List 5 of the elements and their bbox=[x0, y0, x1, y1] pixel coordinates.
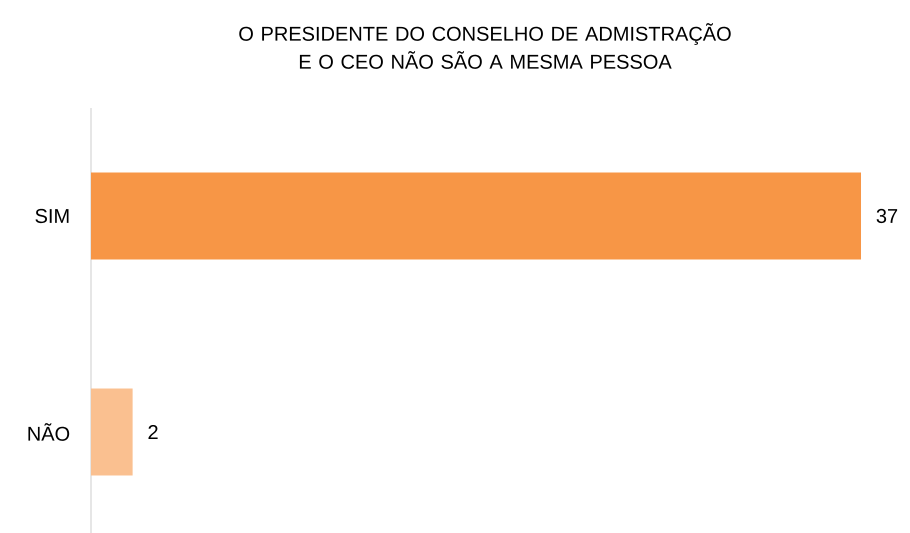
y-tick-label: NÃO bbox=[28, 423, 70, 441]
chart-title: O PRESIDENTE DO CONSELHO DE ADMISTRAÇÃO E O CEO NÃO SÃO A MESMA PESSOA bbox=[239, 23, 731, 69]
data-label: 2 bbox=[148, 425, 158, 439]
y-tick-label: SIM bbox=[35, 208, 68, 224]
data-label: 37 bbox=[876, 208, 898, 224]
